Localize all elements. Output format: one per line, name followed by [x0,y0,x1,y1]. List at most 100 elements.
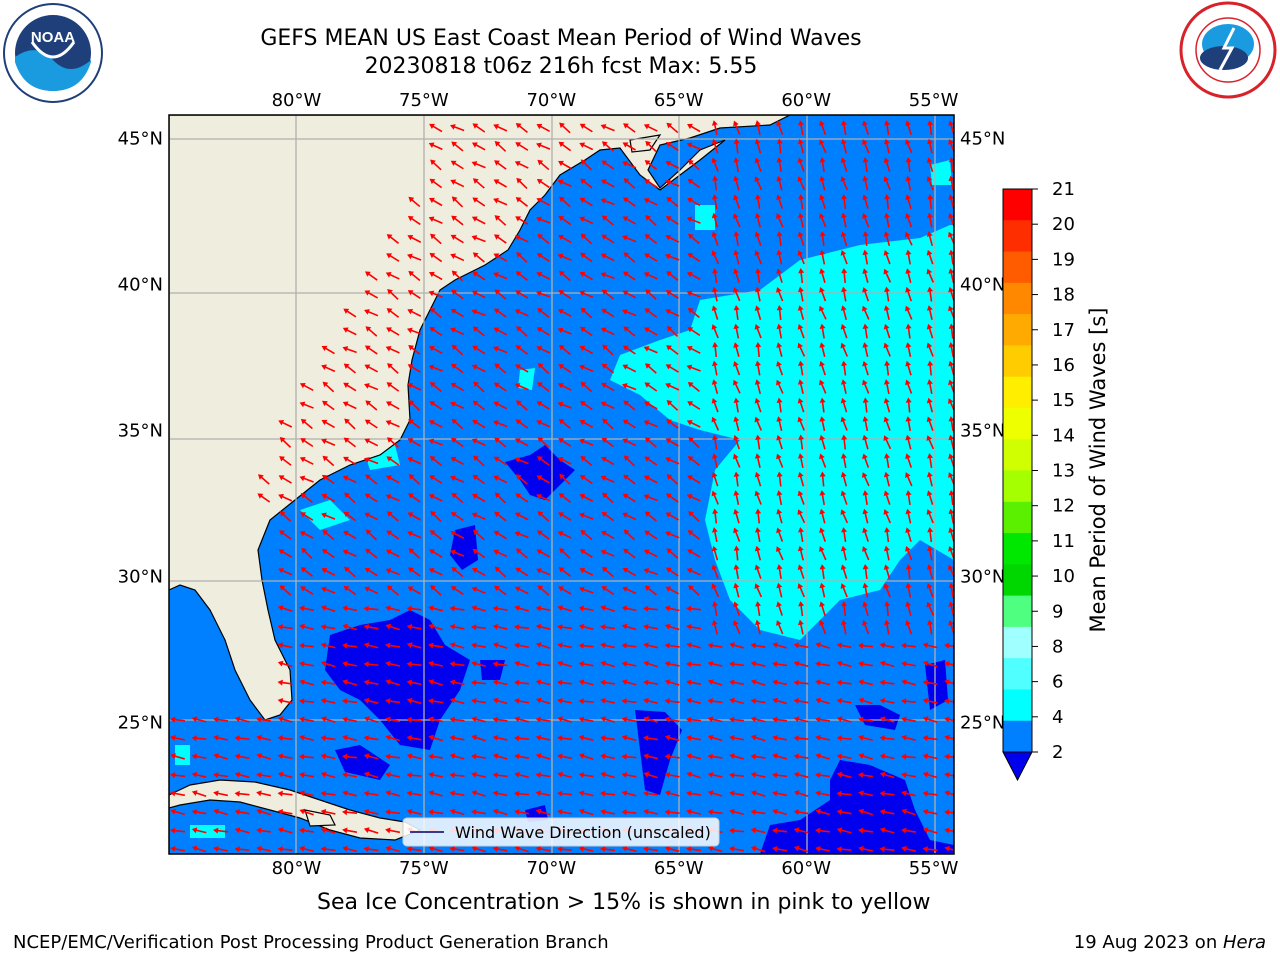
direction-arrow [836,679,852,686]
direction-arrow [494,437,507,448]
direction-arrow [365,474,378,485]
direction-arrow [755,268,762,284]
direction-arrow [621,660,637,667]
direction-arrow [321,549,335,559]
lon-tick-label-bottom: 65°W [654,858,704,879]
direction-arrow [429,123,443,133]
footer-credit: NCEP/EMC/Verification Post Processing Pr… [13,932,609,953]
direction-arrow [858,642,874,649]
direction-arrow [472,419,486,429]
colorbar-tick-label: 8 [1052,636,1063,657]
direction-arrow [536,549,551,558]
direction-arrow [664,716,680,723]
direction-arrow [364,290,379,299]
direction-arrow [365,529,378,541]
direction-arrow [450,234,464,244]
direction-arrow [754,120,761,136]
direction-arrow [883,212,890,228]
direction-arrow [471,642,487,649]
direction-arrow [755,508,762,524]
lon-tick-label-bottom: 70°W [526,858,576,879]
direction-arrow [712,194,718,210]
direction-arrow [364,512,379,521]
direction-arrow [279,436,292,448]
direction-arrow [471,753,487,760]
direction-arrow [344,418,356,430]
direction-arrow [299,401,314,409]
direction-arrow [922,808,938,815]
direction-arrow [711,564,719,579]
direction-arrow [514,531,529,539]
direction-arrow [451,196,464,208]
direction-arrow [797,453,804,469]
direction-arrow [515,271,529,281]
direction-arrow [213,827,229,834]
direction-arrow [643,475,658,484]
direction-arrow [321,438,336,446]
direction-arrow [514,605,529,612]
direction-arrow [471,809,487,816]
direction-arrow [707,716,723,723]
direction-arrow [277,642,293,649]
direction-arrow [472,178,485,189]
direction-arrow [621,698,637,705]
colorbar-segment [1003,720,1032,753]
direction-arrow [494,141,507,152]
direction-arrow [493,234,507,244]
direction-arrow [793,809,809,815]
direction-arrow [386,456,400,466]
direction-arrow [407,290,421,299]
direction-arrow [300,438,314,448]
direction-arrow [815,661,831,668]
direction-arrow [278,475,292,484]
direction-arrow [819,546,827,561]
lat-tick-label-left: 25°N [118,713,163,734]
direction-arrow [385,827,401,834]
direction-arrow [707,790,723,797]
direction-arrow [471,698,487,704]
direction-arrow [733,231,740,247]
direction-arrow [836,809,852,815]
direction-arrow [926,305,933,321]
direction-arrow [665,309,680,317]
direction-arrow [622,216,637,225]
direction-arrow [733,268,740,283]
direction-arrow [342,809,358,816]
direction-arrow [450,549,465,557]
direction-arrow [385,568,400,576]
direction-arrow [493,475,508,484]
direction-arrow [883,379,890,395]
direction-arrow [687,307,700,319]
direction-arrow [926,176,934,191]
direction-arrow [754,324,762,339]
direction-arrow [645,289,657,300]
direction-arrow [170,753,185,760]
direction-arrow [429,307,442,319]
direction-arrow [385,698,401,705]
direction-arrow [451,363,464,374]
direction-arrow [840,157,848,172]
direction-arrow [733,194,741,209]
direction-arrow [406,623,422,630]
direction-arrow [429,252,443,263]
direction-arrow [797,545,804,561]
direction-arrow [687,252,701,263]
direction-arrow [472,567,486,577]
direction-arrow [862,157,869,173]
direction-arrow [600,549,615,557]
direction-arrow [840,212,847,228]
direction-arrow [386,327,400,336]
direction-arrow [712,508,719,524]
direction-arrow [862,582,869,598]
direction-arrow [750,734,766,742]
direction-arrow [450,475,465,483]
direction-arrow [793,716,809,723]
direction-arrow [733,601,741,616]
noaa-logo-text: NOAA [31,29,75,46]
direction-arrow [429,197,443,207]
direction-arrow [472,400,486,411]
direction-arrow [322,529,335,541]
direction-arrow [557,605,572,612]
direction-arrow [365,326,378,337]
colorbar-segment [1003,501,1032,534]
